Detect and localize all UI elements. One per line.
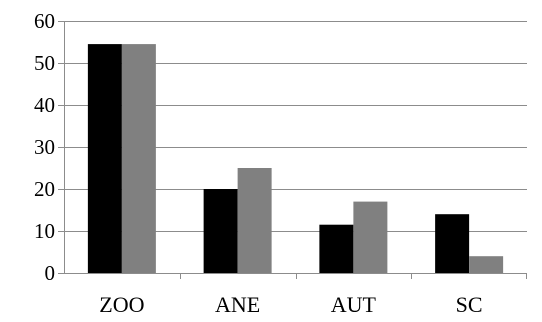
axes	[58, 21, 527, 279]
bars	[87, 44, 504, 273]
y-tick-label: 60	[34, 9, 55, 33]
y-tick-label: 20	[34, 177, 55, 201]
y-tick-label: 40	[34, 93, 55, 117]
y-axis-tick-labels: 0 10 20 30 40 50 60	[34, 9, 55, 285]
bar-ane-series-2	[237, 168, 272, 273]
bar-aut-series-2	[353, 201, 388, 273]
bar-zoo-series-1	[87, 44, 122, 273]
x-axis-category-labels: ZOO ANE AUT SC	[99, 292, 482, 317]
bar-sc-series-2	[469, 256, 504, 273]
y-tick-label: 30	[34, 135, 55, 159]
y-tick-label: 10	[34, 219, 55, 243]
y-tick-label: 50	[34, 51, 55, 75]
bar-ane-series-1	[203, 189, 238, 273]
x-category-label: ZOO	[99, 292, 144, 317]
bar-aut-series-1	[319, 224, 354, 273]
bar-sc-series-1	[435, 214, 470, 273]
x-category-label: SC	[456, 292, 483, 317]
y-tick-label: 0	[45, 261, 56, 285]
x-category-label: ANE	[215, 292, 260, 317]
x-category-label: AUT	[331, 292, 377, 317]
bar-zoo-series-2	[121, 44, 156, 273]
